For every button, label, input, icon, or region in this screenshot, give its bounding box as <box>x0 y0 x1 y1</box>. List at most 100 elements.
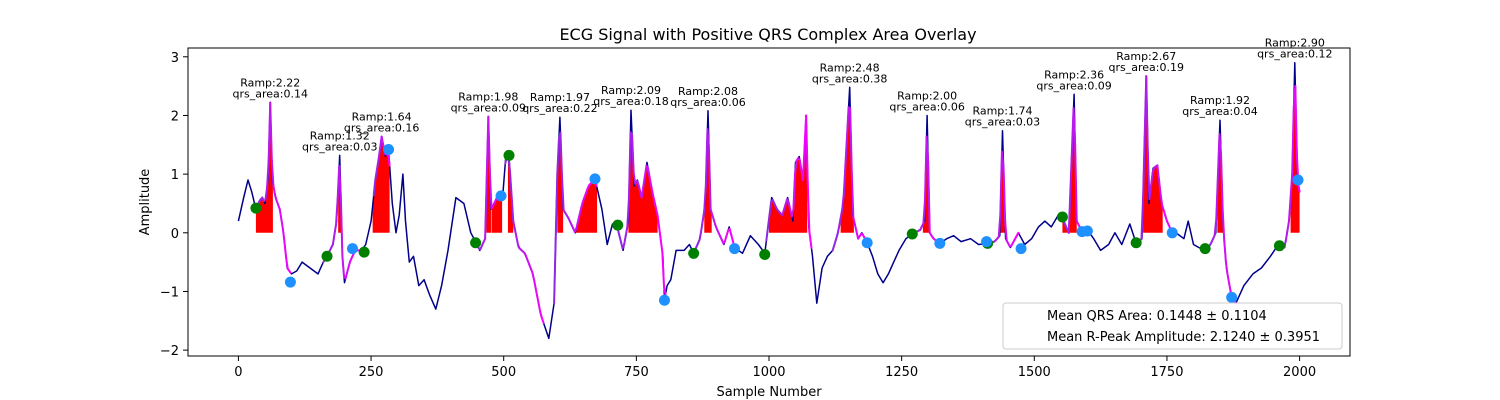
qrs-segment-line <box>642 175 646 189</box>
qrs-segment-line <box>537 302 542 314</box>
qrs-segment-line <box>624 225 629 237</box>
qrs-segment-line <box>637 183 642 192</box>
qrs-segment-line <box>787 201 792 211</box>
qrs-segment-line <box>280 218 284 231</box>
r-amplitude-label: Ramp:1.98 <box>458 91 518 104</box>
qrs-segment-line <box>798 158 803 171</box>
qrs-segment-line <box>765 226 769 242</box>
qrs-area-label: qrs_area:0.38 <box>812 72 887 85</box>
qrs-segment-line <box>288 269 292 274</box>
qrs-segment-line <box>792 173 796 211</box>
ecg-signal-line <box>237 61 1301 340</box>
qrs-segment-line <box>1069 148 1073 193</box>
y-tick-label: 2 <box>171 109 179 124</box>
qrs-area-fill <box>1290 62 1300 233</box>
r-amplitude-label: Ramp:2.22 <box>240 77 300 90</box>
qrs-segment-line <box>1220 154 1224 211</box>
qrs-segment-line <box>270 159 275 187</box>
qrs-area-label: qrs_area:0.19 <box>1109 61 1184 74</box>
qrs-segment-line <box>999 150 1003 216</box>
qrs-segment-line <box>662 284 667 296</box>
qrs-onset-marker <box>759 249 771 261</box>
qrs-segment-line <box>1016 231 1020 235</box>
qrs-segment-line <box>346 265 350 274</box>
qrs-segment-line <box>1145 75 1149 154</box>
qrs-onset-marker <box>1130 237 1142 249</box>
qrs-segment-line <box>513 227 518 238</box>
qrs-segment-line <box>575 220 579 230</box>
qrs-segment-line <box>1146 151 1151 201</box>
qrs-segment-line <box>285 256 289 270</box>
qrs-onset-marker <box>321 250 333 262</box>
legend-box <box>1002 302 1343 350</box>
x-tick-label: 1500 <box>1018 365 1051 380</box>
qrs-area-fill <box>575 178 598 233</box>
qrs-segment-line <box>1150 171 1154 187</box>
qrs-segment-line <box>264 186 269 201</box>
qrs-area-label: qrs_area:0.04 <box>1182 105 1257 118</box>
qrs-segment-line <box>283 241 288 259</box>
qrs-segment-line <box>643 164 648 178</box>
qrs-offset-marker <box>729 243 741 255</box>
qrs-area-label: qrs_area:0.14 <box>233 88 308 101</box>
qrs-segment-line <box>375 158 380 171</box>
x-tick-label: 250 <box>359 365 384 380</box>
qrs-segment-line <box>853 223 858 233</box>
qrs-segment-line <box>632 172 637 185</box>
qrs-offset-marker <box>934 237 946 249</box>
qrs-segment-line <box>623 234 627 246</box>
qrs-segment-line <box>661 251 665 287</box>
qrs-segment-line <box>344 271 349 280</box>
qrs-segment-line <box>1284 229 1289 242</box>
qrs-segment-line <box>561 177 565 212</box>
qrs-segment-line <box>627 131 632 200</box>
r-amplitude-label: Ramp:2.90 <box>1265 37 1325 50</box>
qrs-segment-line <box>536 294 540 305</box>
r-amplitude-label: Ramp:2.00 <box>897 89 957 102</box>
qrs-segment-line <box>488 171 493 210</box>
y-tick-label: 3 <box>171 51 179 66</box>
qrs-area-label: qrs_area:0.16 <box>344 122 419 135</box>
qrs-area-label: qrs_area:0.09 <box>451 102 526 115</box>
qrs-segment-line <box>1287 196 1292 223</box>
y-tick-label: 1 <box>171 168 179 183</box>
qrs-area-label: qrs_area:0.18 <box>593 95 668 108</box>
r-amplitude-label: Ramp:1.64 <box>352 111 412 124</box>
qrs-segment-line <box>553 237 557 305</box>
qrs-segment-line <box>559 131 564 180</box>
qrs-segment-line <box>654 207 659 217</box>
qrs-segment-line <box>698 230 703 241</box>
qrs-segment-line <box>997 213 1002 238</box>
qrs-segment-line <box>272 184 277 196</box>
x-axis-ticks: 0 250 500 750 1000 1250 1500 1750 2000 <box>234 356 1316 380</box>
qrs-segment-line <box>531 271 535 281</box>
qrs-offset-marker <box>981 236 993 248</box>
qrs-segment-line <box>805 114 809 184</box>
qrs-segment-line <box>1218 133 1223 157</box>
qrs-segment-line <box>648 176 653 187</box>
qrs-segment-line <box>515 235 520 246</box>
r-amplitude-label: Ramp:1.32 <box>310 129 370 142</box>
x-tick-label: 1250 <box>885 365 918 380</box>
qrs-segment-line <box>1000 150 1005 168</box>
x-tick-label: 0 <box>234 365 242 380</box>
x-tick-label: 500 <box>491 365 516 380</box>
y-tick-label: −2 <box>160 344 179 359</box>
qrs-segment-line <box>1226 272 1231 284</box>
qrs-segment-line <box>841 192 845 211</box>
qrs-segment-line <box>580 201 584 209</box>
r-amplitude-label: Ramp:1.74 <box>972 105 1032 118</box>
y-tick-label: 0 <box>171 227 179 242</box>
qrs-area-label: qrs_area:0.03 <box>302 140 377 153</box>
qrs-segment-line <box>1140 197 1145 241</box>
qrs-segment-line <box>335 198 339 226</box>
qrs-segment-line <box>1228 281 1232 293</box>
qrs-segment-line <box>647 167 651 179</box>
qrs-segment-line <box>1297 184 1301 193</box>
qrs-segment-line <box>618 234 622 243</box>
qrs-segment-line <box>487 115 491 174</box>
qrs-segment-line <box>274 193 278 202</box>
qrs-segment-line <box>1223 239 1227 263</box>
r-amplitude-label: Ramp:2.48 <box>820 61 880 74</box>
qrs-offset-marker <box>658 294 670 306</box>
